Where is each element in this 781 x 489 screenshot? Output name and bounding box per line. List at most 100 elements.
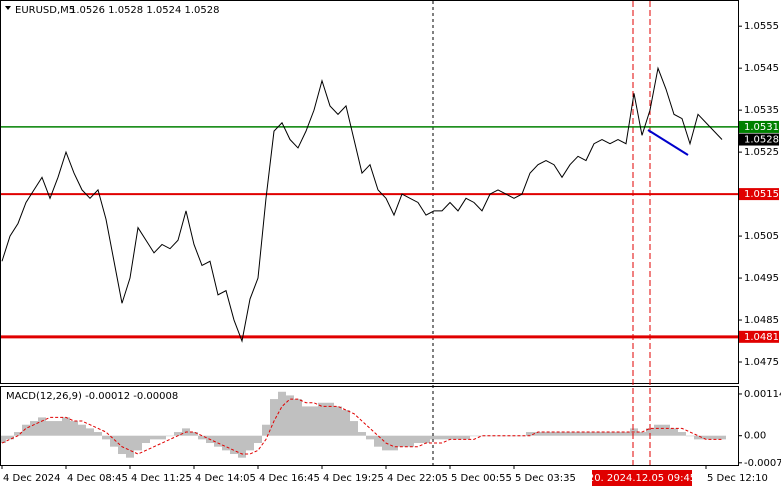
histogram-bar — [94, 432, 102, 436]
histogram-bar — [0, 435, 6, 444]
histogram-bar — [694, 435, 702, 440]
histogram-bar — [254, 435, 262, 444]
x-tick-label: 4 Dec 08:45 — [67, 473, 128, 484]
histogram-bar — [374, 435, 382, 447]
macd-title: MACD(12,26,9) -0.00012 -0.00008 — [6, 391, 178, 402]
histogram-bar — [606, 432, 614, 436]
y-tick-label: 1.0545 — [744, 63, 779, 74]
menu-arrow[interactable] — [5, 6, 11, 10]
histogram-bar — [358, 432, 366, 436]
level-label-box — [739, 330, 779, 343]
level-label: 1.0531 — [744, 122, 779, 133]
y-tick-label: 1.0485 — [744, 315, 779, 326]
histogram-bar — [310, 406, 318, 436]
histogram-bar — [246, 435, 254, 451]
histogram-bar — [30, 421, 38, 436]
histogram-bar — [54, 421, 62, 436]
x-tick-label: 4 Dec 22:05 — [387, 473, 448, 484]
histogram-bar — [198, 435, 206, 440]
annotation-box — [592, 470, 692, 486]
histogram-bar — [350, 421, 358, 436]
histogram-bar — [118, 435, 126, 455]
histogram-bar — [654, 424, 662, 436]
histogram-bar — [142, 435, 150, 444]
histogram-bar — [470, 435, 478, 437]
histogram-bar — [590, 432, 598, 436]
histogram-bar — [6, 435, 14, 440]
histogram-bar — [14, 432, 22, 436]
x-tick-label: 5 Dec 12:10 — [707, 473, 768, 484]
histogram-bar — [662, 424, 670, 436]
y-tick-label: 1.0505 — [744, 231, 779, 242]
x-tick-label: 4 Dec 16:45 — [259, 473, 320, 484]
y-tick-label: 1.0555 — [744, 21, 779, 32]
histogram-bar — [286, 395, 294, 436]
last-price-label: 1.0528 — [744, 135, 779, 146]
level-label-box — [739, 120, 779, 133]
x-tick-label: 4 Dec 19:25 — [323, 473, 384, 484]
y-tick-label: 0.00 — [744, 431, 766, 442]
histogram-bar — [302, 406, 310, 436]
annotation: 20. 2024.12.05 09:45 — [588, 473, 696, 484]
histogram-bar — [174, 432, 182, 436]
histogram-bar — [478, 435, 486, 437]
histogram-bar — [710, 435, 718, 440]
histogram-bar — [582, 432, 590, 436]
histogram-bar — [38, 417, 46, 436]
histogram-bar — [334, 406, 342, 436]
histogram-bar — [390, 435, 398, 451]
histogram-bar — [542, 432, 550, 436]
histogram-bar — [78, 424, 86, 436]
histogram-bar — [222, 435, 230, 451]
histogram-bar — [614, 432, 622, 436]
histogram-bar — [214, 435, 222, 447]
histogram-bar — [406, 435, 414, 447]
y-tick-label: 1.0525 — [744, 147, 779, 158]
histogram-bar — [534, 432, 542, 436]
histogram-bar — [462, 435, 470, 440]
histogram-bar — [158, 435, 166, 440]
histogram-bar — [566, 432, 574, 436]
y-tick-label: 1.0535 — [744, 105, 779, 116]
histogram-bar — [270, 399, 278, 436]
x-tick-label: 4 Dec 14:05 — [195, 473, 256, 484]
x-tick-label: 4 Dec 11:25 — [131, 473, 192, 484]
histogram-bar — [62, 417, 70, 436]
y-tick-label: -0.00074 — [744, 458, 781, 469]
histogram-bar — [702, 435, 710, 440]
histogram-bar — [718, 435, 726, 440]
histogram-bar — [86, 428, 94, 436]
histogram-bar — [22, 424, 30, 436]
histogram-bar — [414, 435, 422, 444]
histogram-bar — [454, 435, 462, 440]
histogram-bar — [438, 435, 446, 440]
histogram-bar — [190, 432, 198, 436]
histogram-bar — [526, 432, 534, 436]
histogram-bar — [518, 435, 526, 437]
histogram-bar — [622, 432, 630, 436]
chart-title: EURUSD,M5 — [15, 5, 75, 16]
histogram-bar — [326, 402, 334, 436]
histogram-bar — [446, 435, 454, 440]
histogram-bar — [598, 432, 606, 436]
histogram-bar — [670, 428, 678, 436]
y-tick-label: 0.00114 — [744, 389, 781, 400]
level-label: 1.0481 — [744, 332, 779, 343]
histogram-bar — [686, 435, 694, 437]
histogram-bar — [238, 435, 246, 458]
price-line — [1, 66, 723, 343]
histogram-bar — [398, 435, 406, 447]
x-tick-label: 4 Dec 2024 — [3, 473, 61, 484]
histogram-bar — [550, 432, 558, 436]
last-price-box — [739, 133, 779, 146]
signal-line — [1, 398, 722, 455]
histogram-bar — [46, 421, 54, 436]
histogram-bar — [366, 435, 374, 440]
histogram-bar — [134, 435, 142, 451]
histogram-bar — [294, 399, 302, 436]
histogram-bar — [70, 421, 78, 436]
histogram-bar — [502, 435, 510, 437]
histogram-bar — [102, 435, 110, 440]
level-label-box — [739, 188, 779, 201]
